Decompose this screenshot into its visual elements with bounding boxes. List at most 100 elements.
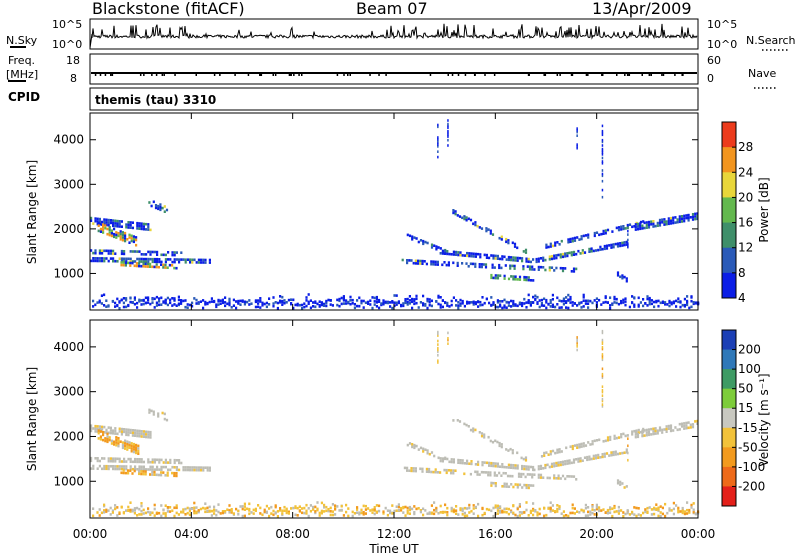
power-cell <box>489 232 492 235</box>
power-cell <box>175 304 178 307</box>
power-cell <box>340 302 343 306</box>
velocity-cell <box>369 509 372 512</box>
velocity-cell <box>437 361 439 364</box>
power-cell <box>404 299 407 303</box>
power-cell <box>637 303 640 307</box>
power-cell <box>336 298 339 302</box>
velocity-cell <box>283 509 286 512</box>
velocity-cell <box>90 429 93 433</box>
power-cell <box>612 245 615 249</box>
velocity-cell <box>163 417 166 421</box>
power-cell <box>474 262 477 266</box>
power-cell <box>433 244 436 247</box>
velocity-cell <box>167 468 170 472</box>
power-cell <box>228 301 231 304</box>
power-cell <box>474 302 477 306</box>
power-cell <box>395 301 398 305</box>
velocity-cell <box>197 468 200 472</box>
power-cell <box>408 295 411 298</box>
velocity-cell <box>153 503 156 507</box>
velocity-cell <box>184 466 187 469</box>
velocity-cell <box>485 507 488 511</box>
velocity-cell <box>157 412 160 415</box>
velocity-cell <box>543 454 546 457</box>
power-cell <box>90 249 93 252</box>
power-cell <box>580 306 583 309</box>
velocity-cell <box>419 510 422 514</box>
frequency-dot <box>559 74 561 76</box>
velocity-cell <box>604 511 607 514</box>
power-cell <box>408 302 411 305</box>
power-cell <box>446 252 449 256</box>
power-cell <box>241 300 244 303</box>
power-cell <box>447 138 449 142</box>
velocity-cell <box>603 452 606 456</box>
power-cell <box>124 237 127 240</box>
velocity-cell <box>589 443 592 446</box>
power-cell <box>616 245 620 248</box>
power-cell <box>545 306 548 310</box>
velocity-cell <box>591 442 594 446</box>
power-cell <box>668 301 671 304</box>
velocity-cell <box>582 444 585 448</box>
power-cell <box>197 258 200 262</box>
power-cell <box>605 247 609 250</box>
velocity-cell <box>99 430 102 433</box>
power-cell <box>121 236 124 239</box>
velocity-cell <box>439 511 442 514</box>
velocity-cell <box>375 504 378 507</box>
velocity-cell <box>492 464 495 468</box>
velocity-cell <box>127 469 130 472</box>
velocity-cell <box>501 465 504 469</box>
velocity-cell <box>120 465 123 468</box>
velocity-cell <box>210 514 213 517</box>
power-cell <box>500 266 503 270</box>
velocity-cell <box>502 471 505 475</box>
power-cell <box>98 217 101 221</box>
velocity-cell <box>138 472 141 476</box>
velocity-cell <box>434 468 437 471</box>
velocity-cell <box>112 432 115 435</box>
power-cell <box>127 261 130 265</box>
velocity-cell <box>171 471 174 475</box>
power-cell <box>325 299 328 303</box>
velocity-cell <box>145 468 148 471</box>
power-cell <box>627 242 629 245</box>
power-cell <box>406 301 409 304</box>
power-cell <box>694 212 697 216</box>
velocity-cell <box>617 436 621 439</box>
velocity-cell <box>520 472 523 476</box>
velocity-cell <box>156 458 159 462</box>
velocity-cell <box>122 471 125 475</box>
power-cell <box>412 261 415 265</box>
frequency-dot <box>336 74 339 76</box>
velocity-cell <box>142 460 145 464</box>
velocity-cell <box>669 424 673 427</box>
power-cell <box>114 224 117 228</box>
power-cell <box>127 303 130 307</box>
velocity-cell <box>279 509 282 512</box>
power-cell <box>518 256 521 260</box>
velocity-cell <box>601 376 604 379</box>
velocity-cell <box>182 468 185 472</box>
power-cell <box>653 300 656 304</box>
power-cell <box>138 250 141 253</box>
power-cell <box>512 277 515 281</box>
power-cell <box>122 305 125 309</box>
power-cell <box>98 223 101 226</box>
power-cell <box>619 275 622 279</box>
power-cell <box>680 217 684 221</box>
power-cell <box>570 253 573 257</box>
velocity-cell <box>237 513 240 516</box>
power-cell <box>564 255 567 258</box>
velocity-cell <box>191 507 194 510</box>
power-cell <box>498 263 501 267</box>
velocity-cell <box>537 467 540 471</box>
velocity-cell <box>248 507 251 511</box>
velocity-cell <box>690 503 693 507</box>
velocity-cell <box>624 434 627 438</box>
power-cell <box>509 264 512 268</box>
power-cell <box>424 304 427 307</box>
velocity-cell <box>230 511 233 514</box>
velocity-cell <box>221 511 224 515</box>
